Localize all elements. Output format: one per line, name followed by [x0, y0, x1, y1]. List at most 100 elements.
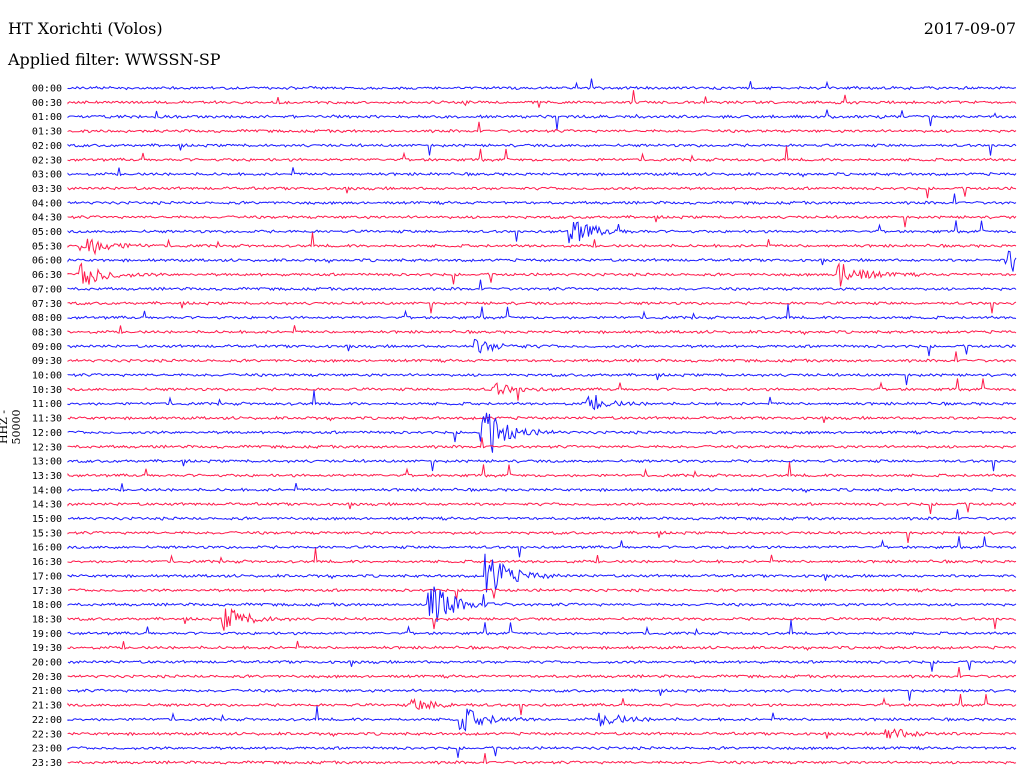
- trace-line: [67, 121, 1017, 134]
- row-time-label: 23:00: [32, 744, 62, 755]
- row-time-label: 09:30: [32, 356, 62, 367]
- row-time-label: 04:30: [32, 213, 62, 224]
- trace-line: [67, 338, 1017, 357]
- row-time-label: 14:00: [32, 485, 62, 496]
- trace-line: [67, 586, 1017, 622]
- trace-line: [67, 482, 1017, 494]
- trace-line: [67, 458, 1017, 472]
- row-time-label: 17:00: [32, 571, 62, 582]
- trace-line: [67, 688, 1017, 701]
- trace-line: [67, 587, 1017, 601]
- row-time-label: 22:00: [32, 715, 62, 726]
- trace-line: [67, 607, 1017, 631]
- trace-line: [67, 667, 1017, 679]
- row-time-label: 11:00: [32, 399, 62, 410]
- trace-line: [67, 547, 1017, 565]
- row-time-label: 22:30: [32, 729, 62, 740]
- row-time-label: 12:00: [32, 428, 62, 439]
- trace-line: [67, 705, 1017, 732]
- trace-line: [67, 193, 1017, 206]
- trace-line: [67, 753, 1017, 765]
- row-time-label: 09:00: [32, 342, 62, 353]
- row-time-label: 03:30: [32, 184, 62, 195]
- row-time-label: 06:00: [32, 256, 62, 267]
- trace-line: [67, 553, 1017, 593]
- trace-line: [67, 530, 1017, 543]
- trace-line: [67, 461, 1017, 478]
- trace-line: [67, 279, 1017, 292]
- row-time-label: 16:30: [32, 557, 62, 568]
- trace-line: [67, 728, 1017, 739]
- row-time-label: 16:00: [32, 543, 62, 554]
- row-time-label: 02:30: [32, 155, 62, 166]
- trace-line: [67, 619, 1017, 636]
- row-time-label: 07:30: [32, 299, 62, 310]
- row-time-label: 18:30: [32, 614, 62, 625]
- row-time-label: 08:30: [32, 327, 62, 338]
- row-time-label: 08:00: [32, 313, 62, 324]
- row-time-label: 18:00: [32, 600, 62, 611]
- row-time-label: 00:30: [32, 98, 62, 109]
- row-time-label: 02:00: [32, 141, 62, 152]
- row-time-label: 19:30: [32, 643, 62, 654]
- trace-line: [67, 250, 1017, 272]
- row-time-label: 01:30: [32, 127, 62, 138]
- row-time-label: 04:00: [32, 198, 62, 209]
- row-time-label: 21:30: [32, 701, 62, 712]
- row-time-label: 14:30: [32, 500, 62, 511]
- trace-line: [67, 78, 1017, 91]
- trace-line: [67, 325, 1017, 336]
- trace-line: [67, 146, 1017, 163]
- row-time-label: 20:30: [32, 672, 62, 683]
- trace-line: [67, 412, 1017, 453]
- trace-line: [67, 232, 1017, 256]
- trace-line: [67, 90, 1017, 108]
- row-time-label: 10:30: [32, 385, 62, 396]
- trace-line: [67, 509, 1017, 521]
- row-time-label: 13:30: [32, 471, 62, 482]
- trace-line: [67, 694, 1017, 716]
- trace-line: [67, 378, 1017, 401]
- trace-line: [67, 536, 1017, 558]
- trace-line: [67, 372, 1017, 386]
- trace-line: [67, 109, 1017, 131]
- row-time-label: 03:00: [32, 170, 62, 181]
- row-time-label: 07:00: [32, 284, 62, 295]
- trace-line: [67, 186, 1017, 199]
- row-time-label: 20:00: [32, 658, 62, 669]
- row-time-label: 17:30: [32, 586, 62, 597]
- trace-line: [67, 143, 1017, 156]
- trace-line: [67, 167, 1017, 178]
- row-time-label: 10:00: [32, 371, 62, 382]
- row-time-label: 15:00: [32, 514, 62, 525]
- row-time-label: 05:30: [32, 241, 62, 252]
- row-time-label: 11:30: [32, 414, 62, 425]
- trace-line: [67, 390, 1017, 411]
- trace-line: [67, 437, 1017, 450]
- trace-line: [67, 351, 1017, 364]
- row-time-label: 05:00: [32, 227, 62, 238]
- trace-line: [67, 262, 1017, 287]
- trace-line: [67, 220, 1017, 244]
- row-time-label: 13:00: [32, 457, 62, 468]
- row-time-label: 19:00: [32, 629, 62, 640]
- filter-label: Applied filter: WWSSN-SP: [8, 50, 221, 69]
- trace-line: [67, 300, 1017, 314]
- trace-line: [67, 304, 1017, 320]
- date-label: 2017-09-07: [923, 19, 1016, 38]
- trace-line: [67, 415, 1017, 424]
- trace-line: [67, 659, 1017, 672]
- row-time-label: 01:00: [32, 112, 62, 123]
- row-time-label: 23:30: [32, 758, 62, 769]
- row-time-label: 12:30: [32, 442, 62, 453]
- station-title: HT Xorichti (Volos): [8, 19, 163, 38]
- trace-line: [67, 640, 1017, 652]
- trace-line: [67, 501, 1017, 514]
- row-time-label: 06:30: [32, 270, 62, 281]
- row-time-label: 15:30: [32, 528, 62, 539]
- trace-line: [67, 214, 1017, 228]
- trace-line: [67, 745, 1017, 758]
- row-time-label: 00:00: [32, 84, 62, 95]
- row-time-label: 21:00: [32, 686, 62, 697]
